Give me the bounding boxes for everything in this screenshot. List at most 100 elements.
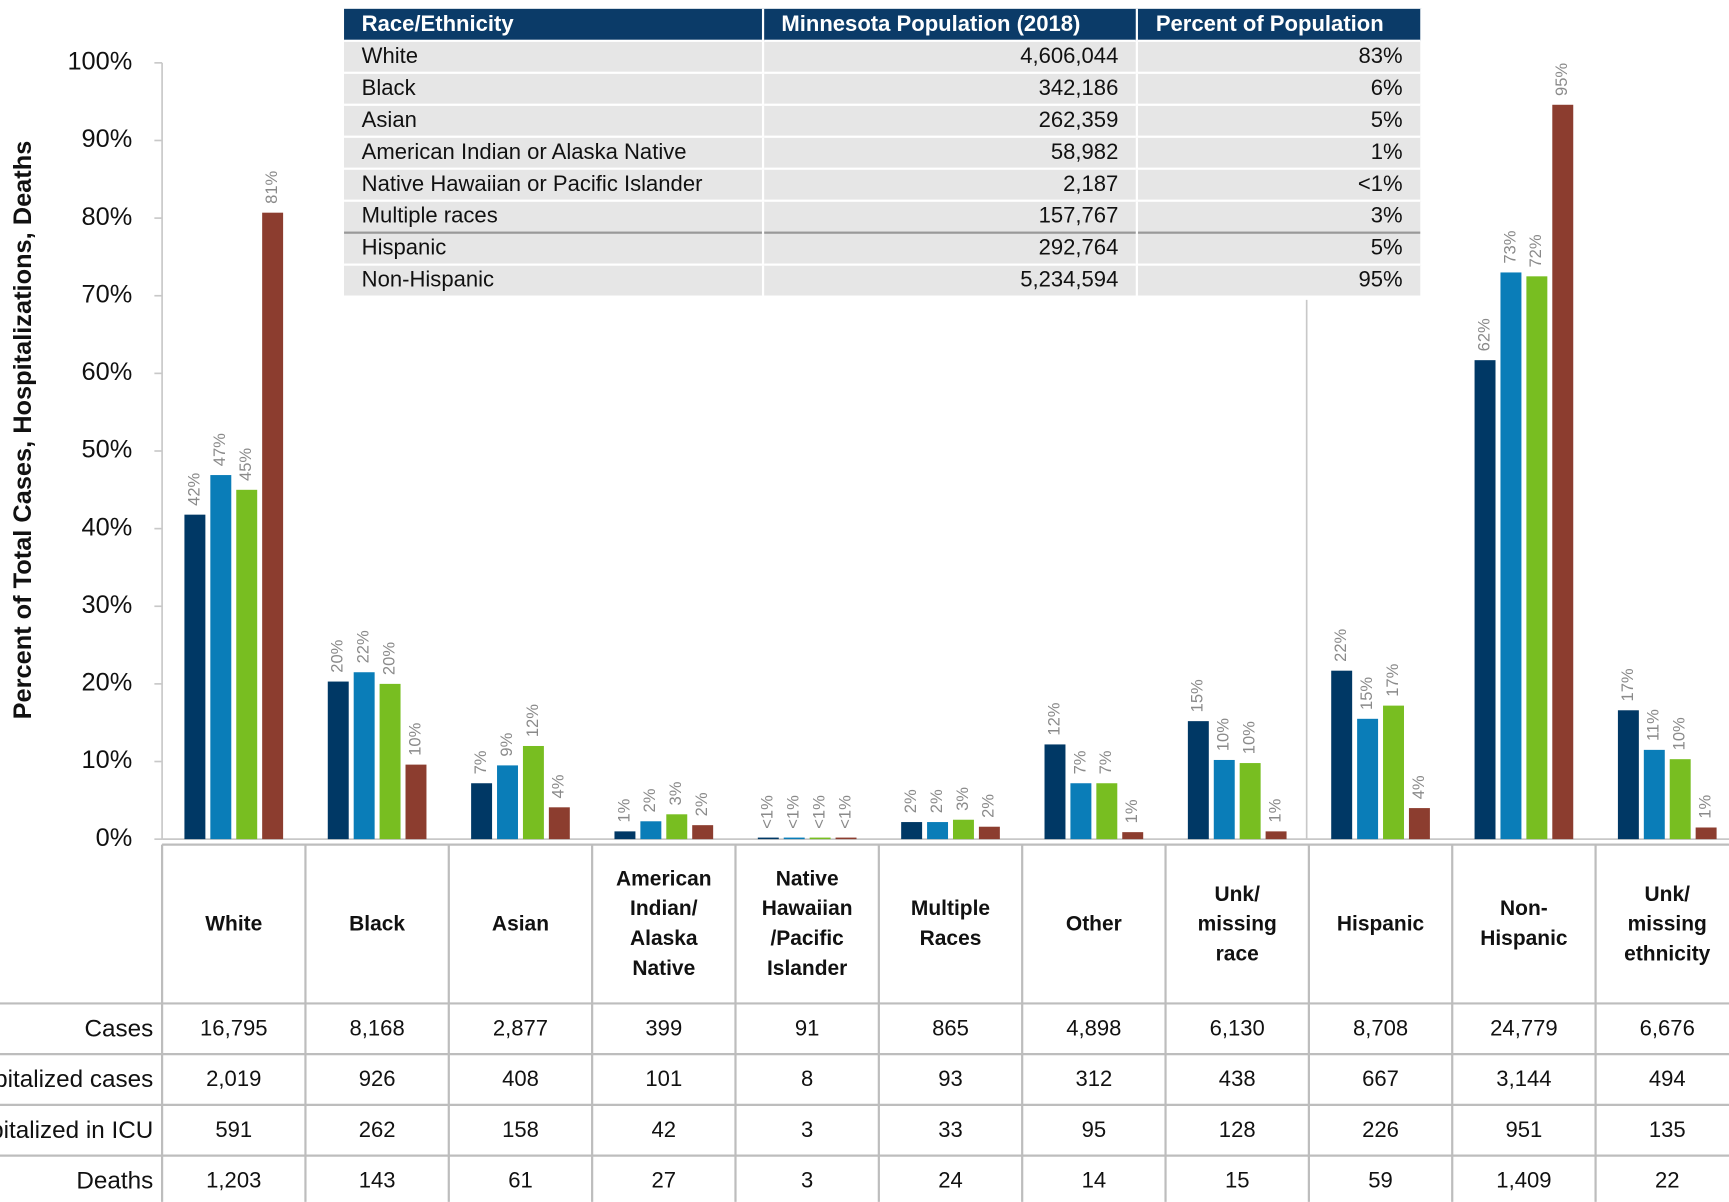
legend-entry: Deaths [76,1166,154,1195]
category-label: American Indian/ Alaska Native [616,867,712,981]
count-cell: 1,409 [1496,1168,1552,1193]
y-tick-label: 30% [82,591,133,619]
count-cell: 312 [1075,1066,1113,1092]
table-row: Black 342,186 6% [344,71,1423,105]
value-label: 22% [1331,628,1350,661]
count-cell: 24,779 [1490,1016,1558,1041]
count-cell: 6,676 [1639,1016,1695,1041]
y-axis-label: Percent of Total Cases, Hospitalizations… [9,141,37,720]
value-label: 10% [1240,721,1259,754]
bar [1357,718,1379,840]
count-cell: 408 [502,1066,539,1092]
count-cell: 93 [938,1066,963,1092]
count-cell: 61 [508,1168,533,1193]
bar [1552,104,1574,840]
value-label: 20% [379,642,398,675]
bar [757,837,779,840]
bar [952,819,974,840]
value-label: 11% [1644,709,1663,741]
count-cell: 33 [938,1117,963,1142]
table-cell: 5% [1137,103,1423,137]
value-label: 7% [1096,750,1115,774]
count-cell: 1,203 [206,1168,262,1193]
value-label: 95% [1552,63,1571,96]
bar [1695,827,1717,840]
bar [1213,759,1235,840]
table-cell: 5% [1137,231,1423,265]
value-label: <1% [835,795,854,829]
value-label: 3% [953,787,972,811]
value-label: 1% [1695,794,1714,818]
table-cell: 262,359 [762,103,1139,137]
header-row: Race/Ethnicity Minnesota Population (2018… [344,8,1423,41]
y-tick-label: 70% [82,280,133,308]
value-label: 1% [1265,798,1284,822]
table-cell: 58,982 [762,135,1139,169]
value-label: 81% [262,170,281,203]
table-cell: <1% [1137,167,1423,201]
value-label: 17% [1618,668,1637,701]
count-cell: 143 [358,1168,396,1193]
count-cell: 8 [801,1066,814,1092]
count-cell: 42 [651,1117,677,1142]
table-row: Hispanic 292,764 5% [344,231,1423,265]
bar [1474,360,1496,840]
legend-entry: Hospitalized cases [0,1065,154,1093]
table-cell: 95% [1137,263,1423,296]
table-cell: 3% [1137,199,1423,233]
category-label: Asian [491,912,549,936]
value-label: 20% [328,639,347,672]
y-tick-label: 90% [82,125,133,153]
table-cell: 2,187 [762,167,1139,201]
count-cell: 95 [1081,1117,1107,1142]
value-label: 1% [1122,799,1141,823]
bar [405,764,427,840]
count-cell: 399 [645,1016,683,1041]
value-label: 2% [640,788,659,812]
table-cell: Black [344,71,764,105]
value-label: 3% [666,781,685,805]
table-cell: White [344,39,764,73]
bar [1408,808,1430,840]
count-cell: 91 [794,1016,820,1041]
count-cell: 494 [1648,1066,1686,1092]
bar [1239,763,1261,840]
bar [1669,759,1691,840]
value-label: 15% [1357,677,1376,710]
column-header: Minnesota Population (2018) [762,8,1139,41]
count-cell: 262 [358,1117,396,1142]
bar [1383,705,1404,840]
count-cell: 135 [1648,1117,1686,1142]
table-cell: Non-Hispanic [344,263,764,296]
bar [978,826,1000,840]
count-cell: 8,168 [349,1016,405,1041]
category-label: Multiple Races [910,897,991,951]
value-label: 73% [1500,230,1519,263]
y-tick-label: 40% [82,513,133,541]
count-cell: 15 [1224,1168,1250,1193]
bar [640,821,662,840]
value-label: <1% [784,795,803,829]
count-cell: 59 [1368,1168,1393,1193]
count-cell: 865 [932,1016,969,1041]
value-label: 1% [614,798,633,822]
count-cell: 14 [1081,1168,1107,1193]
value-label: 72% [1526,234,1545,267]
column-header: Race/Ethnicity [344,8,764,41]
value-label: <1% [758,795,777,829]
bar [692,825,714,840]
bar [1096,783,1118,840]
category-label: White [205,912,263,936]
table-cell: American Indian or Alaska Native [344,135,764,169]
bar [184,514,206,840]
value-label: 42% [184,472,203,505]
value-label: 62% [1474,318,1493,351]
category-label: Non- Hispanic [1480,897,1568,951]
count-cell: 3 [801,1168,814,1193]
value-label: <1% [809,795,828,829]
value-label: 4% [549,774,568,798]
value-label: 2% [901,789,920,813]
count-cell: 8,708 [1352,1016,1409,1041]
count-cell: 951 [1505,1117,1543,1142]
